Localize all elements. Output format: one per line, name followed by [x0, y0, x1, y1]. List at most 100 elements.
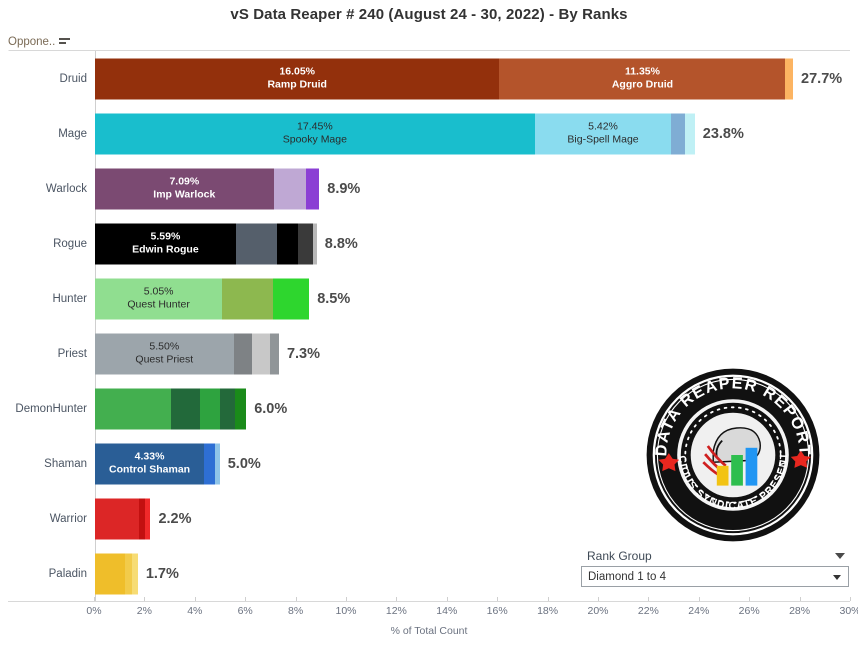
- table-row: DemonHunter 6.0%: [9, 381, 851, 436]
- bar-segment[interactable]: 5.59% Edwin Rogue: [95, 223, 236, 264]
- bar-segment[interactable]: [234, 388, 247, 429]
- stacked-bar: 5.59% Edwin Rogue: [95, 223, 317, 264]
- bar-segment[interactable]: [306, 168, 320, 209]
- bar-segment[interactable]: 11.35% Aggro Druid: [499, 58, 786, 99]
- bar-segment[interactable]: [252, 333, 271, 374]
- x-axis-tick-label: 28%: [789, 605, 811, 617]
- bar-segment[interactable]: [233, 333, 253, 374]
- row-total-label: 5.0%: [227, 455, 261, 472]
- row-label-rogue: Rogue: [53, 237, 87, 250]
- x-axis-tick-mark: [245, 597, 247, 601]
- chevron-down-icon[interactable]: [835, 553, 845, 559]
- rank-group-select[interactable]: Diamond 1 to 4: [581, 566, 849, 587]
- x-axis-title: % of Total Count: [390, 625, 468, 637]
- bar-segment[interactable]: 16.05% Ramp Druid: [95, 58, 500, 99]
- row-total-label: 8.5%: [317, 290, 351, 307]
- bar-segment[interactable]: [313, 223, 317, 264]
- segment-value-label: 5.05%: [143, 285, 174, 298]
- rank-group-control[interactable]: Rank Group Diamond 1 to 4: [581, 549, 849, 587]
- logo-star-right: [790, 450, 811, 468]
- bar-segment[interactable]: [273, 168, 307, 209]
- segment-name-label: Spooky Mage: [282, 133, 347, 146]
- x-axis-tick-mark: [446, 597, 448, 601]
- bar-segment[interactable]: 5.05% Quest Hunter: [95, 278, 223, 319]
- table-row: Rogue 5.59% Edwin Rogue 8.8%: [9, 216, 851, 271]
- bar-segment[interactable]: [204, 443, 216, 484]
- row-total-label: 23.8%: [702, 125, 744, 142]
- table-row: Mage 17.45% Spooky Mage 5.42% Big-Spell Mage…: [9, 106, 851, 161]
- bar-container: 17.45% Spooky Mage 5.42% Big-Spell Mage 23.8…: [95, 106, 851, 161]
- bar-segment[interactable]: 4.33% Control Shaman: [95, 443, 205, 484]
- stacked-bar: [95, 553, 138, 594]
- bar-segment[interactable]: [685, 113, 695, 154]
- bar-segment[interactable]: [671, 113, 686, 154]
- bar-segment[interactable]: [785, 58, 794, 99]
- bar-container: 5.59% Edwin Rogue 8.8%: [95, 216, 851, 271]
- x-axis-tick-label: 2%: [136, 605, 152, 617]
- bar-segment[interactable]: [215, 443, 220, 484]
- row-label-mage: Mage: [58, 127, 87, 140]
- x-axis-tick-mark: [497, 597, 499, 601]
- table-row: Warrior 2.2%: [9, 491, 851, 546]
- x-axis: 0% 2% 4% 6% 8% 10% 12% 14% 16% 18% 20% 22% 24% 26% 28%…: [8, 597, 858, 646]
- bar-segment[interactable]: 5.42% Big-Spell Mage: [534, 113, 672, 154]
- bar-segment[interactable]: [132, 553, 138, 594]
- bar-segment[interactable]: [95, 498, 140, 539]
- bar-segment[interactable]: [144, 498, 151, 539]
- x-axis-tick-label: 16%: [486, 605, 508, 617]
- bar-segment[interactable]: [222, 278, 273, 319]
- segment-value-label: 4.33%: [134, 450, 165, 463]
- bar-segment[interactable]: [235, 223, 277, 264]
- bar-segment[interactable]: [270, 333, 279, 374]
- stacked-bar: 5.50% Quest Priest: [95, 333, 279, 374]
- row-total-label: 27.7%: [801, 70, 843, 87]
- x-axis-tick-mark: [144, 597, 146, 601]
- bar-segment[interactable]: [272, 278, 310, 319]
- opponent-field-header[interactable]: Oppone..: [8, 36, 71, 48]
- logo-svg: DATA REAPER REPORT VICIOUS SYNDICATE PRE…: [639, 357, 820, 542]
- field-name-label: Oppone..: [8, 36, 56, 48]
- x-axis-tick-label: 10%: [335, 605, 357, 617]
- row-label-demonhunter: DemonHunter: [15, 402, 87, 415]
- rank-group-header[interactable]: Rank Group: [581, 549, 849, 566]
- x-axis-tick-mark: [648, 597, 650, 601]
- segment-name-label: Imp Warlock: [153, 188, 216, 201]
- segment-name-label: Big-Spell Mage: [567, 133, 639, 146]
- x-axis-tick-label: 26%: [738, 605, 760, 617]
- stacked-bar: 16.05% Ramp Druid 11.35% Aggro Druid: [95, 58, 794, 99]
- bar-segment[interactable]: 5.50% Quest Priest: [95, 333, 234, 374]
- x-axis-tick-label: 8%: [288, 605, 304, 617]
- x-axis-tick-mark: [396, 597, 398, 601]
- bar-segment[interactable]: [95, 388, 171, 429]
- bar-segment[interactable]: [199, 388, 220, 429]
- row-total-label: 8.9%: [327, 180, 361, 197]
- bar-segment[interactable]: [276, 223, 299, 264]
- sort-icon[interactable]: [59, 37, 71, 47]
- select-chevron-down-icon[interactable]: [833, 575, 841, 580]
- segment-name-label: Quest Priest: [135, 353, 194, 366]
- bar-container: 7.09% Imp Warlock 8.9%: [95, 161, 851, 216]
- bar-segment[interactable]: [219, 388, 235, 429]
- bar-segment[interactable]: 17.45% Spooky Mage: [95, 113, 535, 154]
- table-row: Paladin 1.7%: [9, 546, 851, 601]
- x-axis-tick-mark: [94, 597, 95, 601]
- bar-container: 5.05% Quest Hunter 8.5%: [95, 271, 851, 326]
- row-total-label: 8.8%: [324, 235, 358, 252]
- row-total-label: 2.2%: [158, 510, 192, 527]
- bar-segment[interactable]: [125, 553, 133, 594]
- bar-container: 4.33% Control Shaman 5.0%: [95, 436, 851, 491]
- bar-segment[interactable]: 7.09% Imp Warlock: [95, 168, 274, 209]
- stacked-bar: 5.05% Quest Hunter: [95, 278, 310, 319]
- x-axis-tick-label: 4%: [187, 605, 203, 617]
- bar-segment[interactable]: [95, 553, 126, 594]
- bar-segment[interactable]: [139, 498, 145, 539]
- row-label-warlock: Warlock: [45, 182, 87, 195]
- bar-segment[interactable]: [170, 388, 200, 429]
- x-axis-tick-label: 20%: [587, 605, 609, 617]
- segment-name-label: Edwin Rogue: [132, 243, 199, 256]
- bar-segment[interactable]: [298, 223, 314, 264]
- bar-container: 6.0%: [95, 381, 851, 436]
- x-axis-tick-mark: [749, 597, 751, 601]
- rank-group-selected-value: Diamond 1 to 4: [588, 570, 666, 583]
